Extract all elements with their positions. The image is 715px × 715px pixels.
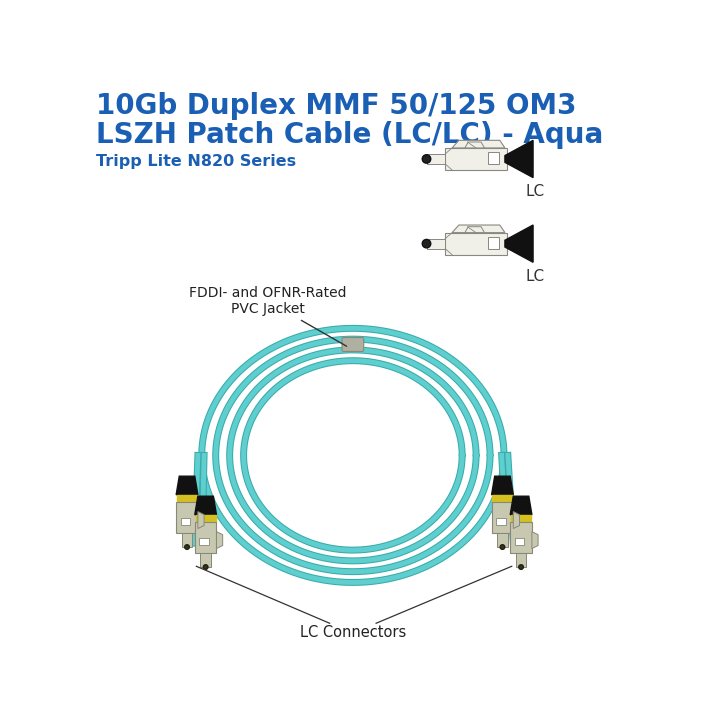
Text: LSZH Patch Cable (LC/LC) - Aqua: LSZH Patch Cable (LC/LC) - Aqua [96, 122, 603, 149]
Polygon shape [452, 225, 505, 232]
Polygon shape [465, 142, 485, 148]
Polygon shape [511, 523, 532, 553]
Polygon shape [465, 227, 485, 232]
Polygon shape [217, 532, 222, 548]
Polygon shape [445, 148, 507, 170]
Polygon shape [198, 512, 204, 528]
Circle shape [184, 545, 189, 549]
Circle shape [203, 565, 208, 569]
Polygon shape [176, 476, 198, 495]
Polygon shape [452, 140, 505, 148]
Polygon shape [427, 239, 445, 249]
Polygon shape [427, 154, 445, 164]
Text: Tripp Lite N820 Series: Tripp Lite N820 Series [96, 154, 296, 169]
Text: FDDI- and OFNR-Rated
PVC Jacket: FDDI- and OFNR-Rated PVC Jacket [189, 286, 347, 346]
Circle shape [423, 240, 430, 248]
Polygon shape [516, 553, 526, 567]
Polygon shape [505, 140, 533, 177]
Polygon shape [200, 553, 211, 567]
Polygon shape [177, 495, 197, 503]
Polygon shape [445, 232, 507, 255]
Bar [488, 152, 499, 164]
Text: LC: LC [526, 269, 545, 284]
Polygon shape [493, 495, 513, 503]
Polygon shape [532, 532, 538, 548]
Polygon shape [195, 515, 216, 523]
Circle shape [500, 545, 505, 549]
Polygon shape [492, 503, 513, 533]
Polygon shape [511, 515, 531, 523]
Circle shape [423, 154, 430, 163]
Bar [515, 538, 524, 546]
Bar [181, 518, 190, 526]
Circle shape [518, 565, 523, 569]
Polygon shape [194, 523, 217, 553]
Polygon shape [194, 496, 217, 515]
Bar [496, 518, 506, 526]
Polygon shape [513, 512, 520, 528]
Bar [199, 538, 209, 546]
Polygon shape [511, 496, 532, 515]
Polygon shape [492, 476, 513, 495]
Text: LC: LC [526, 184, 545, 199]
Polygon shape [176, 503, 198, 533]
Text: LC Connectors: LC Connectors [300, 625, 406, 640]
Polygon shape [497, 533, 508, 547]
Polygon shape [182, 533, 192, 547]
FancyBboxPatch shape [342, 337, 364, 352]
Bar [488, 237, 499, 249]
Polygon shape [505, 225, 533, 262]
Text: 10Gb Duplex MMF 50/125 OM3: 10Gb Duplex MMF 50/125 OM3 [96, 92, 576, 120]
